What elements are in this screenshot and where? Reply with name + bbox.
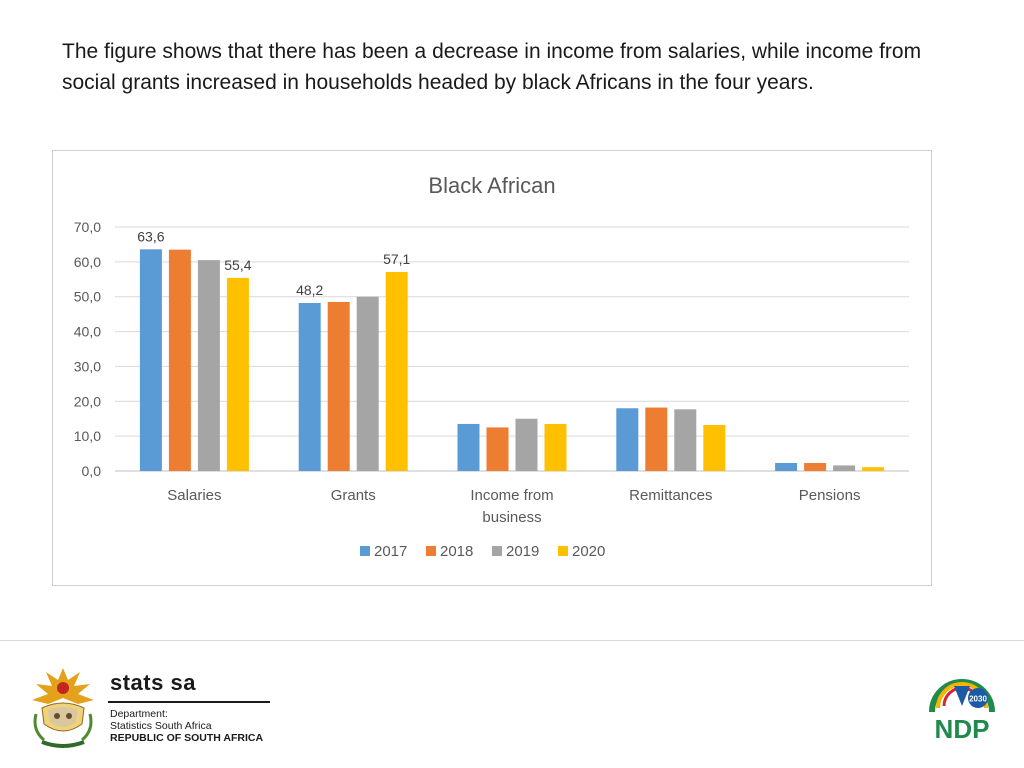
y-tick-label: 20,0 bbox=[74, 393, 101, 409]
y-tick-label: 10,0 bbox=[74, 428, 101, 444]
legend-swatch bbox=[558, 546, 568, 556]
coat-of-arms-icon bbox=[32, 668, 94, 748]
category-label: Remittances bbox=[629, 487, 712, 504]
ndp-2030-logo: 2030 NDP bbox=[929, 679, 995, 744]
legend-label: 2018 bbox=[440, 543, 473, 560]
stats-sa-logo: stats sa Department: Statistics South Af… bbox=[28, 664, 278, 754]
republic-name: REPUBLIC OF SOUTH AFRICA bbox=[110, 732, 264, 744]
bar-2020-income-from-business bbox=[544, 423, 567, 471]
data-label: 55,4 bbox=[224, 257, 251, 273]
stats-sa-wordmark: stats sa bbox=[110, 670, 196, 695]
bar-2017-grants bbox=[298, 302, 321, 471]
bar-2018-pensions bbox=[804, 462, 827, 471]
category-label: Salaries bbox=[167, 487, 221, 504]
bar-2017-salaries bbox=[139, 249, 162, 471]
chart-title: Black African bbox=[428, 173, 555, 198]
legend-label: 2019 bbox=[506, 543, 539, 560]
legend-label: 2020 bbox=[572, 543, 605, 560]
bar-2020-pensions bbox=[862, 467, 885, 471]
bar-2017-income-from-business bbox=[457, 423, 480, 471]
bar-chart: Black African 0,0 10,0 20,0 30,0 40,0 50,0 60,… bbox=[74, 173, 909, 560]
legend-swatch bbox=[360, 546, 370, 556]
legend-swatch bbox=[426, 546, 436, 556]
bar-2018-income-from-business bbox=[486, 427, 509, 471]
data-label: 48,2 bbox=[296, 282, 323, 298]
data-label: 57,1 bbox=[383, 251, 410, 267]
bar-2019-salaries bbox=[197, 260, 220, 471]
y-tick-label: 30,0 bbox=[74, 358, 101, 374]
category-label: business bbox=[482, 509, 541, 526]
bar-2019-pensions bbox=[833, 465, 856, 471]
bar-2019-income-from-business bbox=[515, 418, 538, 471]
department-label: Department: bbox=[110, 708, 168, 720]
data-label: 63,6 bbox=[137, 228, 164, 244]
y-tick-label: 70,0 bbox=[74, 219, 101, 235]
bar-2019-remittances bbox=[674, 409, 697, 471]
y-tick-label: 50,0 bbox=[74, 289, 101, 305]
bar-2018-salaries bbox=[168, 249, 191, 471]
bar-2017-pensions bbox=[775, 462, 798, 471]
bar-2018-grants bbox=[327, 301, 350, 471]
chart-frame: Black African 0,0 10,0 20,0 30,0 40,0 50,0 60,… bbox=[52, 150, 932, 586]
bar-2019-grants bbox=[356, 296, 379, 471]
bar-2020-salaries bbox=[226, 277, 249, 471]
category-label: Grants bbox=[331, 487, 376, 504]
category-label: Income from bbox=[470, 487, 553, 504]
stats-sa-underline bbox=[108, 701, 270, 703]
bar-2020-grants bbox=[385, 271, 408, 471]
ndp-year: 2030 bbox=[969, 695, 987, 704]
category-label: Pensions bbox=[799, 487, 861, 504]
bar-2020-remittances bbox=[703, 424, 726, 471]
bar-2018-remittances bbox=[645, 407, 668, 471]
footer-divider bbox=[0, 640, 1024, 641]
bar-2017-remittances bbox=[616, 408, 639, 471]
department-name: Statistics South Africa bbox=[110, 720, 212, 732]
legend-swatch bbox=[492, 546, 502, 556]
y-tick-label: 40,0 bbox=[74, 324, 101, 340]
ndp-wordmark: NDP bbox=[935, 714, 990, 744]
legend-label: 2017 bbox=[374, 543, 407, 560]
y-tick-label: 60,0 bbox=[74, 254, 101, 270]
intro-text: The figure shows that there has been a d… bbox=[62, 40, 922, 94]
y-tick-label: 0,0 bbox=[82, 463, 102, 479]
